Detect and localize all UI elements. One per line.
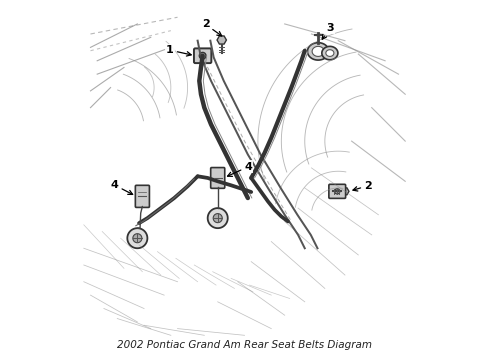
FancyBboxPatch shape <box>135 185 149 207</box>
Polygon shape <box>311 46 324 57</box>
Text: 2: 2 <box>352 181 371 191</box>
FancyBboxPatch shape <box>194 48 211 63</box>
Text: 4: 4 <box>110 180 132 194</box>
Text: 2002 Pontiac Grand Am Rear Seat Belts Diagram: 2002 Pontiac Grand Am Rear Seat Belts Di… <box>117 340 371 350</box>
Text: 2: 2 <box>201 19 221 36</box>
Text: 3: 3 <box>322 23 333 39</box>
Polygon shape <box>207 208 227 228</box>
Polygon shape <box>213 213 222 222</box>
Polygon shape <box>340 188 348 195</box>
Text: 1: 1 <box>165 45 191 56</box>
Circle shape <box>334 189 339 194</box>
Polygon shape <box>325 50 333 57</box>
Polygon shape <box>127 228 147 248</box>
Polygon shape <box>217 36 226 44</box>
Polygon shape <box>133 234 142 243</box>
Text: 4: 4 <box>227 162 252 176</box>
FancyBboxPatch shape <box>328 184 345 198</box>
Polygon shape <box>307 43 328 60</box>
Polygon shape <box>321 46 337 60</box>
Circle shape <box>199 53 205 59</box>
FancyBboxPatch shape <box>210 167 224 188</box>
